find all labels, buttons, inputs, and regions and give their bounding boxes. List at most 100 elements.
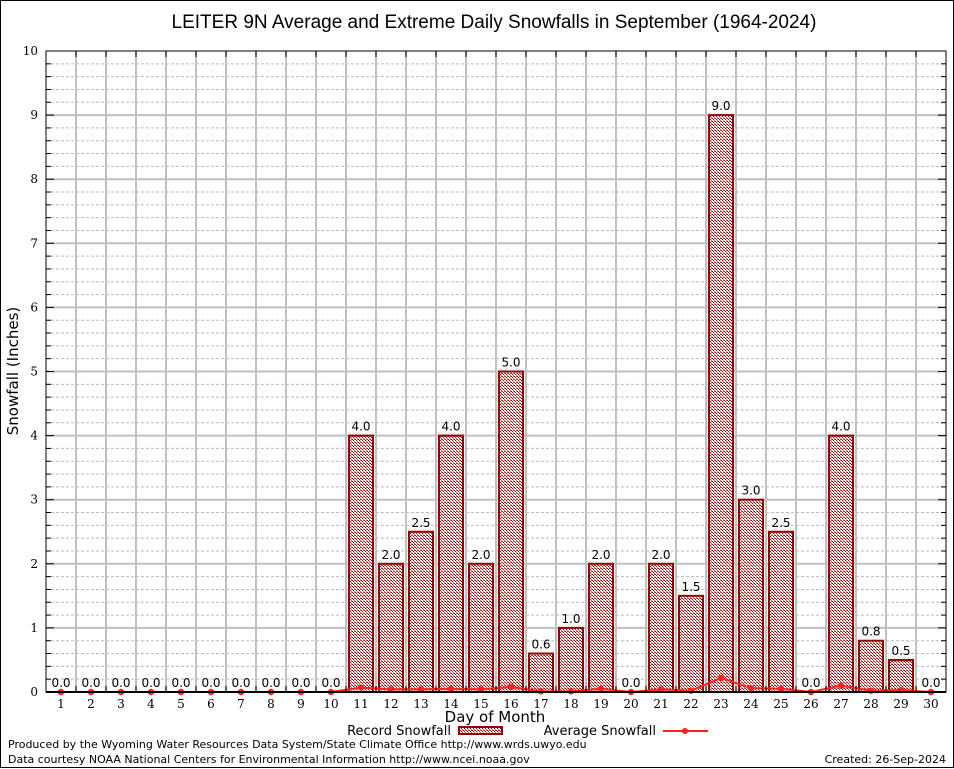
y-tick-label: 10 <box>23 44 38 58</box>
x-tick-label: 18 <box>563 697 578 711</box>
average-point-day-16 <box>507 683 515 691</box>
data-label-day-8: 0.0 <box>261 676 280 690</box>
legend: Record Snowfall Average Snowfall <box>347 724 708 739</box>
x-tick-label: 10 <box>323 697 338 711</box>
x-tick-label: 12 <box>383 697 398 711</box>
data-label-day-18: 1.0 <box>561 612 580 626</box>
bar-day-16 <box>498 370 524 693</box>
bar-day-12 <box>378 562 404 693</box>
bar-day-13 <box>408 530 434 693</box>
x-tick-label: 8 <box>267 697 275 711</box>
bar-day-15 <box>468 562 494 693</box>
bar-day-28 <box>858 639 884 693</box>
bar-day-17 <box>528 652 554 693</box>
data-label-day-5: 0.0 <box>171 676 190 690</box>
y-tick-label: 4 <box>30 429 38 443</box>
x-tick-label: 4 <box>147 697 155 711</box>
data-label-day-3: 0.0 <box>111 676 130 690</box>
x-tick-label: 30 <box>923 697 938 711</box>
axes <box>45 50 947 693</box>
x-tick-label: 24 <box>743 697 759 711</box>
bar-day-22 <box>678 594 704 693</box>
x-tick-label: 2 <box>87 697 95 711</box>
data-label-day-4: 0.0 <box>141 676 160 690</box>
average-point-day-23 <box>717 674 725 682</box>
data-label-day-24: 3.0 <box>741 484 760 498</box>
data-label-day-13: 2.5 <box>411 516 430 530</box>
data-label-day-21: 2.0 <box>651 548 670 562</box>
footer-created-date: Created: 26-Sep-2024 <box>825 753 946 766</box>
y-tick-label: 1 <box>30 621 38 635</box>
x-tick-label: 5 <box>177 697 185 711</box>
x-tick-label: 7 <box>237 697 245 711</box>
data-label-day-26: 0.0 <box>801 676 820 690</box>
x-tick-label: 28 <box>863 697 878 711</box>
bar-day-11 <box>348 434 374 693</box>
footer-data-courtesy: Data courtesy NOAA National Centers for … <box>8 753 530 766</box>
x-tick-label: 17 <box>533 697 548 711</box>
x-tick-label: 26 <box>803 697 818 711</box>
x-tick-label: 19 <box>593 697 608 711</box>
y-tick-label: 8 <box>30 172 38 186</box>
average-point-day-14 <box>447 685 455 692</box>
x-tick-label: 27 <box>833 697 848 711</box>
legend-average-marker <box>682 728 688 734</box>
bar-day-29 <box>888 658 914 694</box>
x-tick-label: 14 <box>443 697 459 711</box>
data-label-day-7: 0.0 <box>231 676 250 690</box>
data-label-day-6: 0.0 <box>201 676 220 690</box>
x-tick-label: 13 <box>413 697 428 711</box>
data-label-day-14: 4.0 <box>441 420 460 434</box>
y-tick-label: 3 <box>30 493 38 507</box>
x-tick-label: 25 <box>773 697 788 711</box>
bar-day-18 <box>558 626 584 694</box>
average-point-day-24 <box>747 684 755 692</box>
bar-day-24 <box>738 498 764 694</box>
data-label-day-27: 4.0 <box>831 420 850 434</box>
data-label-day-19: 2.0 <box>591 548 610 562</box>
legend-record-label: Record Snowfall <box>347 724 451 739</box>
y-tick-label: 5 <box>30 365 38 379</box>
data-label-day-28: 0.8 <box>861 625 880 639</box>
x-axis-label: Day of Month <box>445 708 546 726</box>
y-tick-label: 9 <box>30 108 38 122</box>
average-point-day-27 <box>837 682 845 689</box>
grid <box>46 51 946 692</box>
data-label-day-30: 0.0 <box>921 676 940 690</box>
data-labels: 0.0 0.0 0.0 0.0 0.0 0.0 0.0 0.0 0.0 0.0 4.0 2.0 2.5 4… <box>51 99 940 690</box>
x-tick-label: 15 <box>473 697 488 711</box>
y-tick-label: 6 <box>30 300 38 314</box>
average-point-day-25 <box>777 685 785 692</box>
data-label-day-15: 2.0 <box>471 548 490 562</box>
average-point-day-19 <box>597 685 605 692</box>
legend-record-swatch <box>458 726 503 735</box>
bar-day-21 <box>648 562 674 693</box>
y-tick-label: 2 <box>30 557 38 571</box>
x-tick-label: 6 <box>207 697 215 711</box>
data-label-day-17: 0.6 <box>531 638 550 652</box>
x-tick-label: 11 <box>353 697 368 711</box>
bars <box>348 114 914 694</box>
average-point-day-11 <box>357 684 365 691</box>
x-tick-label: 16 <box>503 697 518 711</box>
footer-produced-by: Produced by the Wyoming Water Resources … <box>8 738 587 751</box>
x-tick-label: 3 <box>117 697 125 711</box>
data-label-day-22: 1.5 <box>681 580 700 594</box>
bar-day-14 <box>438 434 464 693</box>
data-label-day-20: 0.0 <box>621 676 640 690</box>
x-tick-label: 1 <box>57 697 65 711</box>
data-label-day-12: 2.0 <box>381 548 400 562</box>
data-label-day-9: 0.0 <box>291 676 310 690</box>
data-label-day-11: 4.0 <box>351 420 370 434</box>
y-tick-label: 0 <box>30 685 38 699</box>
data-label-day-25: 2.5 <box>771 516 790 530</box>
data-label-day-10: 0.0 <box>321 676 340 690</box>
x-tick-label: 21 <box>653 697 668 711</box>
data-label-day-2: 0.0 <box>81 676 100 690</box>
data-label-day-23: 9.0 <box>711 99 730 113</box>
data-label-day-1: 0.0 <box>51 676 70 690</box>
x-tick-label: 20 <box>623 697 638 711</box>
